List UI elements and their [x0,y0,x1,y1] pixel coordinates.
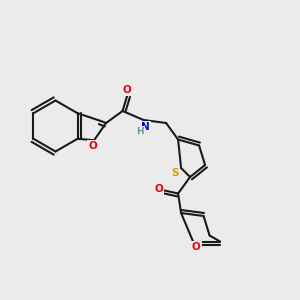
Text: O: O [154,184,163,194]
Text: S: S [171,168,179,178]
Text: O: O [192,242,200,252]
Text: N: N [141,122,149,132]
Text: O: O [123,85,131,95]
Text: H: H [136,127,144,136]
Text: O: O [88,141,97,151]
